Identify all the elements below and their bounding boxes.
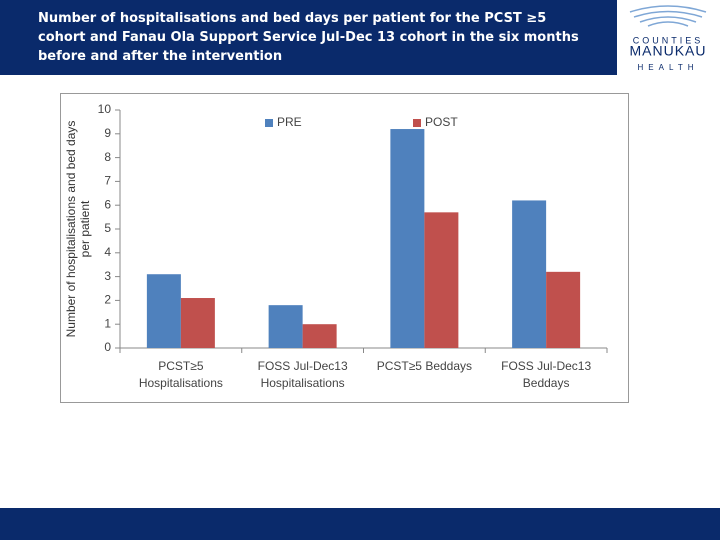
x-tick-label: Beddays — [523, 376, 570, 390]
bar — [146, 274, 181, 348]
header-band — [0, 0, 617, 75]
y-tick-label: 8 — [104, 150, 111, 164]
x-tick-label: FOSS Jul-Dec13 — [258, 359, 348, 373]
y-axis-label: Number of hospitalisations and bed days — [64, 121, 78, 338]
logo-text: HEALTH — [638, 63, 699, 72]
x-tick-label: Hospitalisations — [261, 376, 345, 390]
footer-band — [0, 508, 720, 540]
bar — [546, 271, 581, 348]
legend-label: POST — [425, 115, 458, 129]
bar — [180, 298, 215, 348]
y-tick-label: 6 — [104, 197, 111, 211]
y-tick-label: 2 — [104, 293, 111, 307]
legend-swatch — [265, 119, 273, 127]
x-tick-label: PCST≥5 — [158, 359, 204, 373]
legend-swatch — [413, 119, 421, 127]
y-tick-label: 1 — [104, 316, 111, 330]
logo-mark — [629, 5, 707, 27]
y-tick-label: 9 — [104, 126, 111, 140]
y-axis-label: per patient — [78, 200, 92, 257]
y-tick-label: 3 — [104, 269, 111, 283]
bar — [390, 129, 425, 348]
y-tick-label: 4 — [104, 245, 111, 259]
bar — [302, 324, 337, 348]
y-tick-label: 5 — [104, 221, 111, 235]
bar — [268, 305, 303, 348]
slide-title: Number of hospitalisations and bed days … — [38, 11, 579, 64]
bar — [424, 212, 459, 348]
x-tick-label: Hospitalisations — [139, 376, 223, 390]
y-tick-label: 7 — [104, 174, 111, 188]
legend-label: PRE — [277, 115, 302, 129]
x-tick-label: FOSS Jul-Dec13 — [501, 359, 591, 373]
logo-text: COUNTIES — [633, 35, 704, 45]
bar — [512, 200, 547, 348]
y-tick-label: 0 — [104, 340, 111, 354]
y-tick-label: 10 — [98, 102, 112, 116]
x-tick-label: PCST≥5 Beddays — [377, 359, 472, 373]
logo-text: MANUKAU — [629, 43, 706, 59]
